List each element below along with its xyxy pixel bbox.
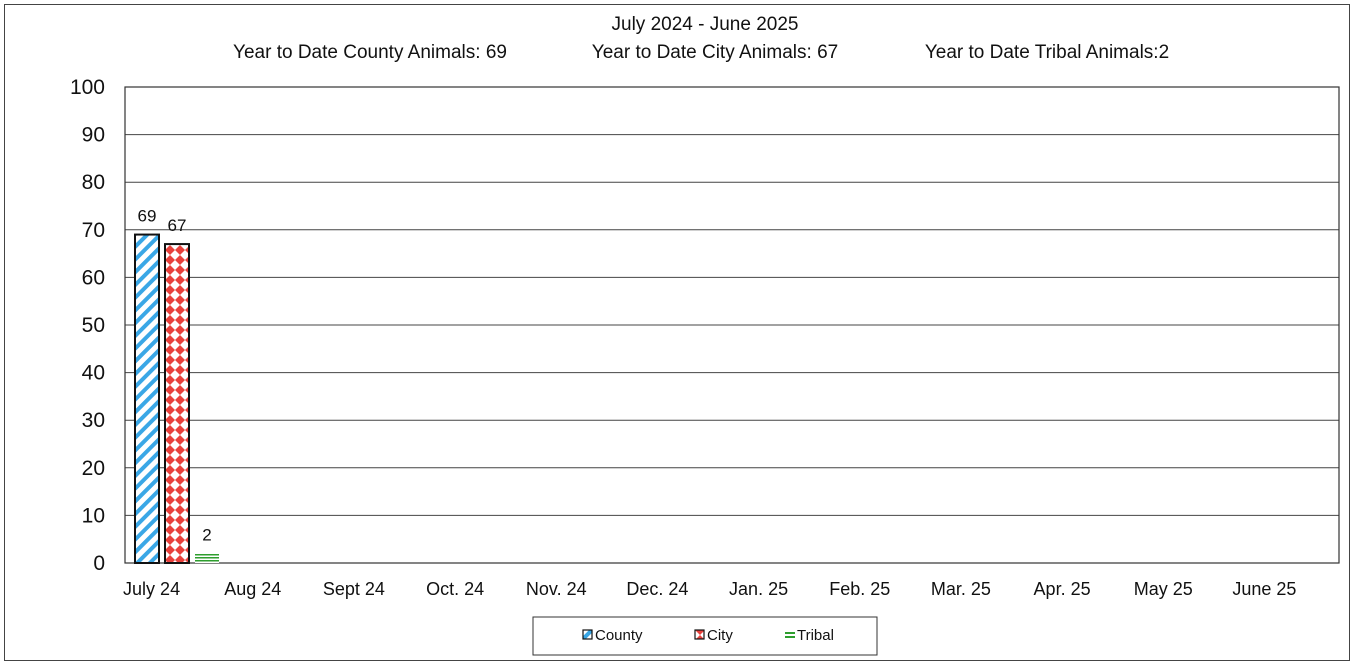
data-labels: 69 67 2: [138, 207, 212, 545]
y-tick-label: 40: [82, 362, 105, 385]
subtitle-item: Year to Date Tribal Animals:2: [925, 42, 1169, 63]
y-tick-label: 70: [82, 219, 105, 242]
bars: [134, 233, 219, 565]
y-tick-label: 0: [93, 552, 105, 575]
x-tick-label: Dec. 24: [626, 579, 688, 599]
y-tick-label: 100: [70, 76, 105, 99]
bar-city: [164, 243, 190, 565]
y-tick-label: 80: [82, 171, 105, 194]
plot-area: [124, 86, 1340, 564]
x-tick-label: Aug 24: [224, 579, 281, 599]
y-tick-label: 20: [82, 457, 105, 480]
subtitle-item: Year to Date City Animals: 67: [592, 42, 838, 63]
x-tick-label: July 24: [123, 579, 180, 599]
x-tick-label: May 25: [1134, 579, 1193, 599]
legend: County City Tribal: [532, 616, 878, 656]
bar-county: [134, 233, 160, 564]
legend-label-tribal: Tribal: [797, 627, 834, 644]
x-tick-label: June 25: [1232, 579, 1296, 599]
x-tick-label: Apr. 25: [1034, 579, 1091, 599]
x-tick-label: Jan. 25: [729, 579, 788, 599]
legend-swatch-county: [582, 629, 593, 640]
bar-tribal: [195, 553, 219, 563]
x-tick-label: Sept 24: [323, 579, 385, 599]
x-tick-label: Mar. 25: [931, 579, 991, 599]
legend-swatch-tribal: [785, 632, 795, 634]
y-tick-label: 60: [82, 266, 105, 289]
x-axis: July 24 Aug 24 Sept 24 Oct. 24 Nov. 24 Dec. 2…: [123, 579, 1296, 599]
x-tick-label: Feb. 25: [829, 579, 890, 599]
x-tick-label: Oct. 24: [426, 579, 484, 599]
data-label: 69: [138, 207, 157, 226]
y-axis: 0 10 20 30 40 50 60 70 80 90 100: [70, 76, 105, 575]
y-tick-label: 90: [82, 124, 105, 147]
y-tick-label: 30: [82, 409, 105, 432]
legend-label-county: County: [595, 627, 643, 644]
chart-frame: July 2024 - June 2025 Year to Date Count…: [4, 4, 1350, 661]
grid: [125, 134, 1339, 516]
y-tick-label: 50: [82, 314, 105, 337]
chart-title: July 2024 - June 2025: [612, 14, 799, 35]
subtitle: Year to Date County Animals: 69 Year to D…: [233, 42, 1169, 63]
x-tick-label: Nov. 24: [526, 579, 587, 599]
data-label: 2: [202, 525, 211, 544]
legend-label-city: City: [707, 627, 733, 644]
data-label: 67: [168, 216, 187, 235]
subtitle-item: Year to Date County Animals: 69: [233, 42, 507, 63]
legend-swatch-city: [694, 629, 705, 640]
y-tick-label: 10: [82, 504, 105, 527]
legend-swatch-tribal-line: [785, 636, 795, 638]
bar-chart: July 2024 - June 2025 Year to Date Count…: [70, 14, 1340, 656]
